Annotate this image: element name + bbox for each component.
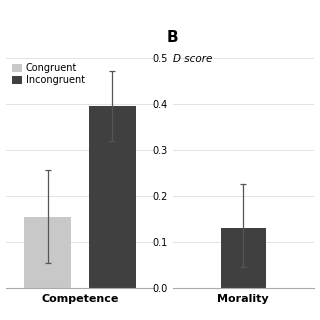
Bar: [24, 217, 71, 288]
X-axis label: Competence: Competence: [41, 293, 119, 304]
Bar: [221, 228, 266, 288]
Bar: [89, 106, 136, 288]
X-axis label: Morality: Morality: [217, 293, 269, 304]
Text: D score: D score: [173, 54, 212, 64]
Text: B: B: [166, 30, 178, 45]
Legend: Congruent, Incongruent: Congruent, Incongruent: [11, 62, 86, 86]
